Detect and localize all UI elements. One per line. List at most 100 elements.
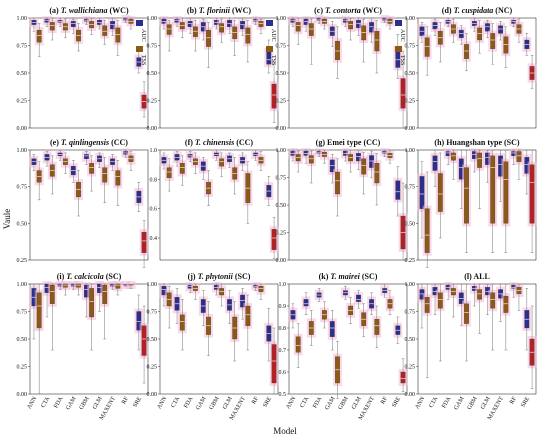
legend-label-tss: TSS [270,55,276,65]
y-tick-label: 0.50 [276,71,287,77]
panel-title-prefix: (e) [50,138,61,147]
y-tick-label: 0.75 [147,310,158,316]
box-tss-ann [36,29,42,43]
y-tick-label: 0.00 [17,126,28,132]
legend-swatch-auc [266,20,273,26]
box-tss-maxent [245,27,251,44]
y-tick-label: 1.00 [276,16,287,22]
box-tss-ann [166,24,172,35]
box-tss-glm [232,26,238,40]
panel-title-prefix: (f) [185,138,195,147]
box-auc-gam [329,321,335,337]
box-tss-gam [464,44,469,59]
box-tss-glm [102,25,108,36]
panel-title-suffix: (WC) [230,6,251,15]
panel-6: (g) Emei type (CC) 0.00 0.25 0.50 0.75 1.00 [276,138,408,264]
x-tick-label: SRE [132,396,143,409]
legend-swatch-tss [136,46,143,52]
y-axis-label: Vaule [2,209,12,230]
box-tss-gbm [477,152,483,168]
legend-swatch-tss [266,46,273,52]
y-tick-label: 0.50 [405,337,416,343]
box-tss-glm [102,167,108,183]
x-tick-label: FDA [441,395,453,409]
y-tick-label: 0.6 [279,370,287,376]
panel-title-prefix: (d) [442,6,454,15]
legend-label-auc: AUC [140,29,146,42]
panel-title-suffix: Huangshan type (SC) [446,138,520,147]
y-tick-label: 0.7 [279,348,287,354]
y-tick-label: 0.6 [150,207,158,213]
box-tss-maxent [115,283,121,289]
legend-label-auc: AUC [270,29,276,42]
y-tick-label: 1.00 [147,282,158,288]
box-tss-sre [400,371,406,384]
y-tick-label: 0.75 [17,185,28,191]
y-tick-label: 0.25 [147,99,158,105]
panel-title-species: T. florinii [199,6,231,15]
panel-title-suffix: Emei type (CC) [327,138,381,147]
box-tss-glm [361,158,367,175]
y-tick-label: 0.50 [17,337,28,343]
legend-label-tss: TSS [399,55,405,65]
box-tss-glm [361,25,367,41]
box-tss-fda [63,283,68,288]
box-tss-ann [295,336,301,353]
y-tick-label: 1.00 [17,16,28,22]
box-tss-gam [206,29,211,47]
panel-0: (a) T. wallichiana (WC) 0.00 0.25 0.50 0.75 1… [17,6,149,132]
panel-title: (b) T. florinii (WC) [187,6,252,15]
y-tick-label: 0.9 [279,304,287,310]
y-tick-label: 0.75 [276,176,287,182]
box-tss-gam [335,171,340,195]
y-tick-label: 0.25 [276,99,287,105]
box-tss-sre [400,78,406,109]
panel-4: (e) T. qinlingensis (CC) 0.25 0.50 0.75 1.00 [17,138,149,268]
box-tss-rf [516,151,522,162]
box-auc-cta [303,299,309,307]
y-tick-label: 0.4 [150,236,158,242]
box-tss-maxent [245,305,251,326]
box-tss-gbm [219,23,225,33]
box-tss-cta [49,284,55,304]
panel-title: (f) T. chinensis (CC) [185,138,254,147]
y-tick-label: 0.25 [405,258,416,264]
panel-title: (g) Emei type (CC) [316,138,381,147]
box-tss-maxent [115,170,121,186]
y-tick-label: 1.00 [405,282,416,288]
y-tick-label: 0.25 [405,365,416,371]
box-tss-gbm [348,21,354,30]
panel-title-suffix: (SC) [360,272,378,281]
y-tick-label: 0.75 [405,44,416,50]
panel-title-suffix: ALL [473,272,489,281]
panel-title-suffix: (WC) [361,6,382,15]
panel-title: (a) T. wallichiana (WC) [49,6,129,15]
panel-title: (h) Huangshan type (SC) [434,138,519,147]
box-tss-maxent [115,27,121,43]
box-tss-sre [271,229,277,250]
x-tick-label: RF [251,395,260,405]
box-auc-sre [136,311,142,331]
x-tick-label: CTA [299,395,310,409]
box-tss-gam [464,167,469,224]
panel-title: (c) T. contorta (WC) [314,6,382,15]
y-tick-label: 0.75 [17,310,28,316]
y-tick-label: 0.8 [279,326,287,332]
panel-title-prefix: (k) [319,272,331,281]
y-tick-label: 0.25 [17,258,28,264]
y-tick-label: 0.25 [405,99,416,105]
box-tss-cta [49,22,55,31]
y-tick-label: 1.00 [276,148,287,154]
panel-title-prefix: (l) [464,272,473,281]
panel-title-suffix: (CC) [234,138,253,147]
panel-3: (d) T. cuspidata (NC) 0.00 0.25 0.50 0.75 1.0… [405,6,537,132]
y-tick-label: 0.00 [276,126,287,132]
y-tick-label: 0.75 [405,310,416,316]
panel-title-species: T. chinensis [195,138,234,147]
legend-swatch-auc [136,20,143,26]
y-tick-label: 0.00 [147,126,158,132]
panel-frame [29,149,149,261]
x-tick-label: CTA [40,395,51,409]
box-tss-maxent [503,295,509,313]
box-tss-gam [464,303,469,324]
